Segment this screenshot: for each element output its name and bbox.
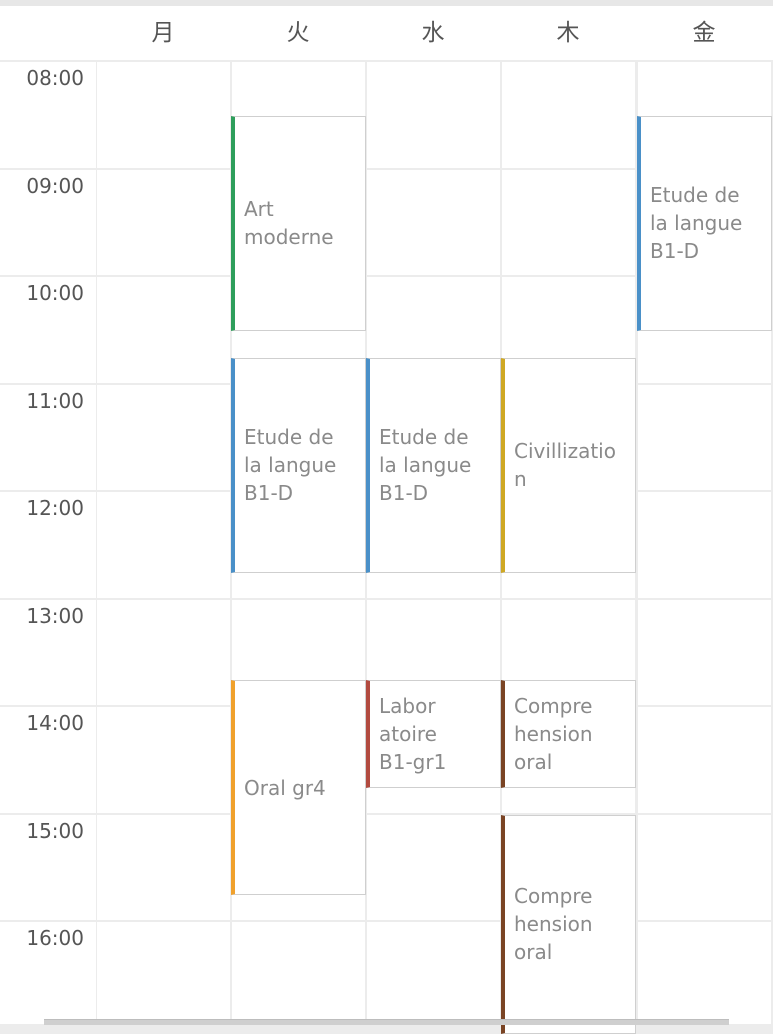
empty-slot-cell[interactable] — [638, 385, 771, 491]
class-event-title: Compre hension oral — [505, 882, 597, 966]
empty-slot-cell[interactable] — [97, 170, 230, 276]
day-header-thu[interactable]: 木 — [501, 6, 635, 60]
empty-slot-cell[interactable] — [97, 815, 230, 921]
day-header-tue[interactable]: 火 — [231, 6, 365, 60]
empty-slot-cell[interactable] — [232, 922, 365, 1024]
time-slot-row: 16:00 — [0, 922, 96, 1024]
empty-slot-cell[interactable] — [638, 707, 771, 813]
empty-slot-cell[interactable] — [367, 62, 500, 168]
empty-slot-cell[interactable] — [97, 922, 230, 1024]
class-event-title: Labor atoire B1-gr1 — [370, 692, 450, 776]
class-event-title: Etude de la langue B1-D — [641, 181, 746, 265]
time-slot-row: 13:00 — [0, 600, 96, 706]
class-event-block[interactable]: Compre hension oral — [501, 680, 636, 788]
time-label: 14:00 — [26, 711, 84, 735]
day-header-mon[interactable]: 月 — [96, 6, 230, 60]
empty-slot-cell[interactable] — [97, 707, 230, 813]
class-event-title: Art moderne — [235, 195, 338, 251]
time-slot-row: 15:00 — [0, 815, 96, 921]
timetable-grid: 08:00 09:00 10:00 11:00 12:00 13:00 14:00 15:00… — [0, 60, 773, 1024]
class-event-title: Oral gr4 — [235, 774, 330, 802]
weekday-header: 月 火 水 木 金 — [0, 6, 773, 60]
class-event-block[interactable]: Compre hension oral — [501, 815, 636, 1034]
empty-slot-cell[interactable] — [97, 385, 230, 491]
empty-slot-cell[interactable] — [638, 492, 771, 598]
time-label: 12:00 — [26, 496, 84, 520]
time-label: 15:00 — [26, 819, 84, 843]
empty-slot-cell[interactable] — [367, 922, 500, 1024]
time-label: 13:00 — [26, 604, 84, 628]
class-event-block[interactable]: Etude de la langue B1-D — [231, 358, 366, 573]
class-event-title: Compre hension oral — [505, 692, 597, 776]
time-label: 08:00 — [26, 66, 84, 90]
time-label: 09:00 — [26, 174, 84, 198]
empty-slot-cell[interactable] — [638, 600, 771, 706]
empty-slot-cell[interactable] — [638, 815, 771, 921]
time-slot-row: 14:00 — [0, 707, 96, 813]
time-slot-row: 11:00 — [0, 385, 96, 491]
time-slot-row: 12:00 — [0, 492, 96, 598]
time-label: 16:00 — [26, 926, 84, 950]
class-event-block[interactable]: Oral gr4 — [231, 680, 366, 895]
time-slot-row: 09:00 — [0, 170, 96, 276]
empty-slot-cell[interactable] — [502, 62, 635, 168]
day-header-wed[interactable]: 水 — [366, 6, 500, 60]
empty-slot-cell[interactable] — [638, 922, 771, 1024]
class-event-title: Etude de la langue B1-D — [370, 423, 475, 507]
empty-slot-cell[interactable] — [97, 277, 230, 383]
empty-slot-cell[interactable] — [367, 815, 500, 921]
time-label: 10:00 — [26, 281, 84, 305]
class-event-block[interactable]: Etude de la langue B1-D — [637, 116, 772, 331]
day-header-fri[interactable]: 金 — [637, 6, 771, 60]
bottom-scroll-edge — [44, 1019, 729, 1025]
class-event-block[interactable]: Civillizatio n — [501, 358, 636, 573]
empty-slot-cell[interactable] — [97, 600, 230, 706]
empty-slot-cell[interactable] — [367, 170, 500, 276]
class-event-title: Civillizatio n — [505, 437, 620, 493]
class-event-block[interactable]: Labor atoire B1-gr1 — [366, 680, 501, 788]
class-event-block[interactable]: Art moderne — [231, 116, 366, 331]
class-event-block[interactable]: Etude de la langue B1-D — [366, 358, 501, 573]
empty-slot-cell[interactable] — [97, 492, 230, 598]
time-label: 11:00 — [26, 389, 84, 413]
empty-slot-cell[interactable] — [502, 170, 635, 276]
empty-slot-cell[interactable] — [97, 62, 230, 168]
time-slot-row: 08:00 — [0, 62, 96, 168]
time-slot-row: 10:00 — [0, 277, 96, 383]
class-event-title: Etude de la langue B1-D — [235, 423, 340, 507]
